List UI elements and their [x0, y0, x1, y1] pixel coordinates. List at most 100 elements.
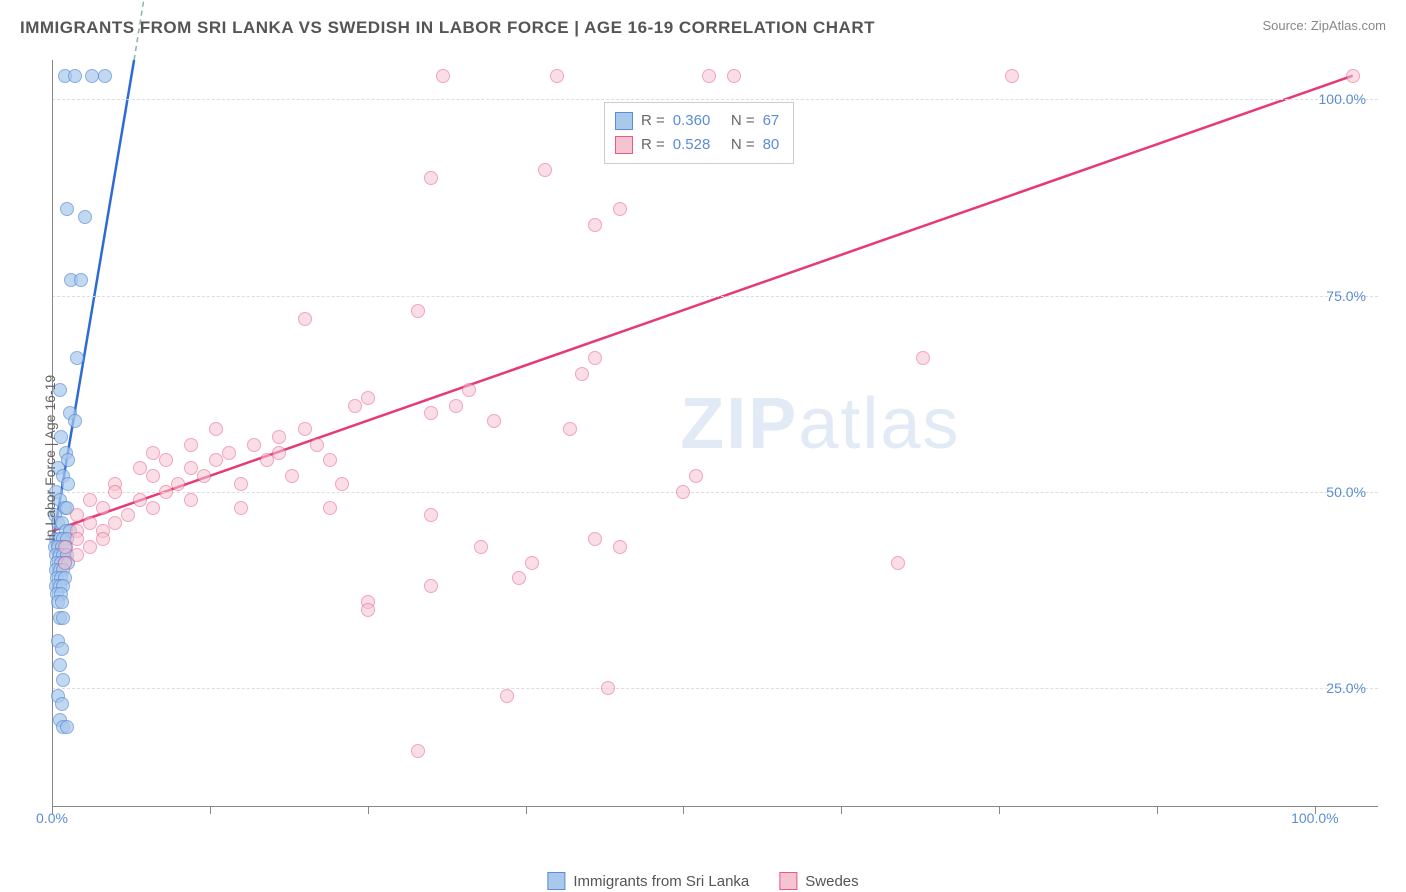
scatter-point-swedes	[83, 540, 97, 554]
scatter-point-swedes	[184, 461, 198, 475]
x-tick	[841, 806, 842, 814]
legend-label: Swedes	[805, 873, 858, 890]
scatter-point-sri_lanka	[74, 273, 88, 287]
scatter-point-swedes	[588, 351, 602, 365]
scatter-point-sri_lanka	[55, 697, 69, 711]
x-tick-label: 0.0%	[36, 810, 68, 826]
stats-r-value: 0.528	[673, 133, 711, 157]
legend-label: Immigrants from Sri Lanka	[573, 873, 749, 890]
scatter-point-swedes	[285, 469, 299, 483]
scatter-point-swedes	[234, 477, 248, 491]
scatter-point-swedes	[727, 69, 741, 83]
legend-item: Swedes	[779, 872, 858, 890]
x-tick	[210, 806, 211, 814]
gridline	[52, 492, 1378, 493]
x-tick-label: 100.0%	[1291, 810, 1338, 826]
scatter-point-swedes	[260, 453, 274, 467]
scatter-point-swedes	[108, 516, 122, 530]
scatter-point-swedes	[436, 69, 450, 83]
legend-swatch	[547, 872, 565, 890]
scatter-point-swedes	[83, 516, 97, 530]
scatter-point-swedes	[512, 571, 526, 585]
scatter-point-swedes	[272, 446, 286, 460]
y-tick-label: 25.0%	[1326, 680, 1366, 696]
scatter-point-swedes	[70, 532, 84, 546]
scatter-point-swedes	[575, 367, 589, 381]
scatter-point-sri_lanka	[53, 658, 67, 672]
legend-swatch	[779, 872, 797, 890]
scatter-point-swedes	[335, 477, 349, 491]
x-axis-line	[52, 806, 1378, 807]
scatter-point-swedes	[159, 485, 173, 499]
y-tick-label: 75.0%	[1326, 288, 1366, 304]
scatter-point-swedes	[348, 399, 362, 413]
scatter-point-swedes	[588, 532, 602, 546]
chart-title: IMMIGRANTS FROM SRI LANKA VS SWEDISH IN …	[20, 18, 875, 38]
scatter-point-sri_lanka	[61, 477, 75, 491]
scatter-point-swedes	[108, 485, 122, 499]
scatter-point-swedes	[58, 540, 72, 554]
trend-lines	[52, 60, 1378, 806]
scatter-point-swedes	[146, 501, 160, 515]
stats-r-value: 0.360	[673, 109, 711, 133]
scatter-point-swedes	[247, 438, 261, 452]
scatter-point-swedes	[272, 430, 286, 444]
y-tick-label: 100.0%	[1319, 91, 1366, 107]
x-tick	[526, 806, 527, 814]
scatter-point-sri_lanka	[68, 69, 82, 83]
scatter-point-swedes	[1005, 69, 1019, 83]
scatter-point-swedes	[702, 69, 716, 83]
scatter-point-swedes	[891, 556, 905, 570]
scatter-point-swedes	[601, 681, 615, 695]
scatter-point-swedes	[234, 501, 248, 515]
gridline	[52, 99, 1378, 100]
scatter-point-swedes	[424, 406, 438, 420]
scatter-point-swedes	[197, 469, 211, 483]
scatter-point-swedes	[613, 202, 627, 216]
stats-row-sri_lanka: R = 0.360 N = 67	[615, 109, 779, 133]
scatter-point-swedes	[298, 422, 312, 436]
scatter-point-swedes	[424, 579, 438, 593]
scatter-point-swedes	[525, 556, 539, 570]
scatter-point-sri_lanka	[98, 69, 112, 83]
scatter-point-swedes	[133, 493, 147, 507]
stats-n-value: 67	[763, 109, 780, 133]
scatter-point-swedes	[323, 501, 337, 515]
scatter-point-swedes	[184, 438, 198, 452]
scatter-point-swedes	[613, 540, 627, 554]
x-tick	[1157, 806, 1158, 814]
x-tick	[999, 806, 1000, 814]
scatter-point-sri_lanka	[55, 595, 69, 609]
scatter-point-swedes	[689, 469, 703, 483]
scatter-point-swedes	[487, 414, 501, 428]
plot-region: 25.0% 50.0% 75.0% 100.0%	[52, 60, 1378, 806]
scatter-point-swedes	[411, 304, 425, 318]
y-tick-label: 50.0%	[1326, 484, 1366, 500]
scatter-point-swedes	[676, 485, 690, 499]
scatter-point-swedes	[209, 422, 223, 436]
legend-item: Immigrants from Sri Lanka	[547, 872, 749, 890]
scatter-point-swedes	[209, 453, 223, 467]
gridline	[52, 296, 1378, 297]
stats-n-label: N =	[718, 133, 754, 157]
gridline	[52, 688, 1378, 689]
scatter-point-swedes	[58, 556, 72, 570]
scatter-point-sri_lanka	[60, 720, 74, 734]
scatter-point-swedes	[361, 391, 375, 405]
scatter-point-swedes	[411, 744, 425, 758]
scatter-point-swedes	[500, 689, 514, 703]
stats-r-label: R =	[641, 109, 665, 133]
scatter-point-swedes	[916, 351, 930, 365]
source-attribution: Source: ZipAtlas.com	[1262, 18, 1386, 33]
scatter-point-swedes	[323, 453, 337, 467]
stats-row-swedes: R = 0.528 N = 80	[615, 133, 779, 157]
scatter-point-swedes	[96, 532, 110, 546]
scatter-point-sri_lanka	[56, 611, 70, 625]
scatter-point-swedes	[184, 493, 198, 507]
stats-swatch	[615, 112, 633, 130]
scatter-point-swedes	[474, 540, 488, 554]
stats-swatch	[615, 136, 633, 154]
scatter-point-swedes	[588, 218, 602, 232]
scatter-point-swedes	[121, 508, 135, 522]
scatter-point-swedes	[70, 548, 84, 562]
